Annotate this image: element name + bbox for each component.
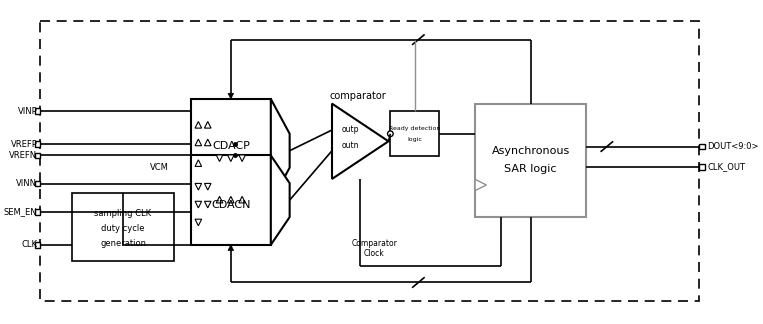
Polygon shape: [271, 156, 290, 245]
Polygon shape: [332, 104, 388, 179]
Text: generation: generation: [100, 239, 146, 248]
Text: logic: logic: [407, 137, 422, 142]
Text: VINP: VINP: [18, 107, 37, 116]
Bar: [34, 209, 40, 215]
Polygon shape: [227, 155, 234, 162]
Polygon shape: [195, 201, 201, 208]
Polygon shape: [216, 155, 223, 162]
Bar: [72, 193, 174, 261]
Polygon shape: [227, 196, 234, 203]
Text: CDACP: CDACP: [212, 141, 250, 151]
Polygon shape: [204, 139, 211, 146]
Polygon shape: [195, 183, 201, 190]
Polygon shape: [239, 155, 246, 162]
Polygon shape: [195, 139, 201, 146]
Text: VREFN: VREFN: [9, 151, 37, 160]
Text: CDACN: CDACN: [211, 200, 250, 210]
Bar: [34, 108, 40, 114]
Polygon shape: [216, 196, 223, 203]
Text: duty cycle: duty cycle: [101, 224, 145, 233]
Text: CLK: CLK: [21, 240, 37, 249]
Text: outp: outp: [342, 125, 359, 134]
Polygon shape: [475, 179, 486, 191]
Polygon shape: [195, 160, 201, 167]
Text: VREFP: VREFP: [11, 140, 37, 149]
Polygon shape: [239, 196, 246, 203]
Text: Comparator
Clock: Comparator Clock: [352, 238, 398, 258]
Text: CLK_OUT: CLK_OUT: [707, 162, 745, 171]
Polygon shape: [204, 122, 211, 128]
Bar: [391, 111, 439, 156]
Circle shape: [388, 131, 393, 137]
Text: sampling CLK: sampling CLK: [95, 209, 152, 218]
Bar: [699, 144, 705, 149]
Text: DOUT<9:0>: DOUT<9:0>: [707, 142, 759, 151]
Bar: [34, 141, 40, 147]
Text: SAR logic: SAR logic: [504, 164, 557, 174]
Polygon shape: [204, 183, 211, 190]
Text: Ready detection: Ready detection: [389, 126, 440, 131]
Bar: [191, 156, 271, 245]
Polygon shape: [204, 201, 211, 208]
Polygon shape: [195, 219, 201, 226]
Text: VINN: VINN: [16, 179, 37, 188]
Text: SEM_EN: SEM_EN: [4, 207, 37, 216]
Bar: [191, 99, 271, 202]
Polygon shape: [195, 122, 201, 128]
Polygon shape: [271, 99, 290, 202]
Bar: [34, 181, 40, 187]
Bar: [699, 164, 705, 170]
Polygon shape: [228, 93, 233, 99]
Text: outn: outn: [342, 142, 359, 151]
Bar: [34, 153, 40, 158]
Polygon shape: [228, 245, 233, 250]
Text: comparator: comparator: [330, 91, 387, 101]
Text: VCM: VCM: [150, 163, 169, 172]
Text: Asynchronous: Asynchronous: [491, 146, 570, 156]
Bar: [34, 242, 40, 248]
Bar: [475, 104, 586, 216]
